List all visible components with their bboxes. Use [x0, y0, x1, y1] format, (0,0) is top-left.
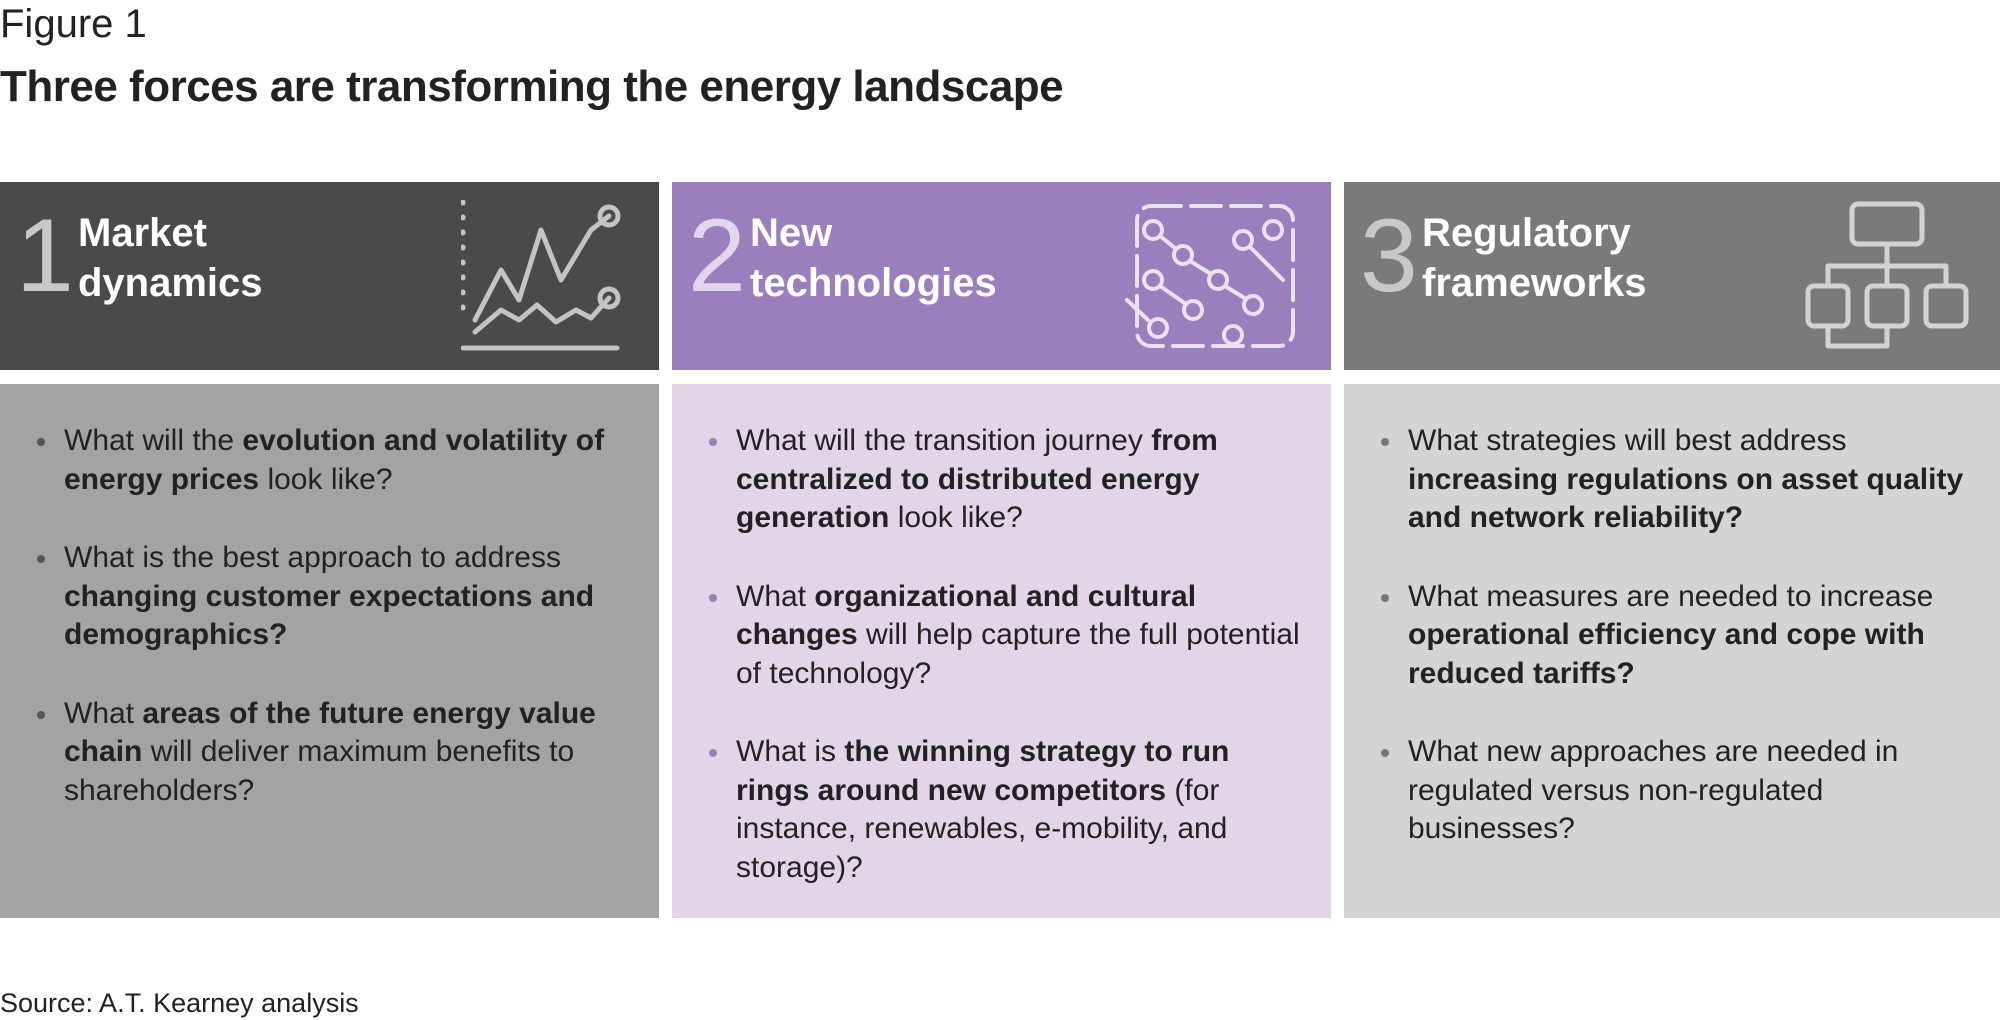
chart-icon	[461, 200, 621, 351]
bullet: What will the transition journey from ce…	[709, 422, 1301, 538]
text: What is	[736, 735, 845, 768]
bullet: What strategies will best address increa…	[1381, 422, 1970, 538]
column-heading: Regulatory frameworks	[1422, 211, 1647, 305]
column-body: What will the evolution and volatility o…	[0, 384, 659, 918]
text: (for instance, renewables, e-mobility, a…	[736, 773, 1228, 884]
column-body: What will the transition journey from ce…	[672, 384, 1331, 918]
column-header: 2 New technologies	[672, 182, 1331, 370]
bullet: What measures are needed to increase ope…	[1381, 578, 1970, 694]
bullet: What is the best approach to address cha…	[37, 539, 629, 655]
bold-text: evolution and volatility of energy price…	[64, 424, 605, 496]
column-header: 1 Market dynamics	[0, 182, 659, 370]
text: What will the transition journey	[736, 424, 1152, 457]
bold-text: changing customer expectations and demog…	[64, 579, 595, 652]
hierarchy-icon	[1805, 201, 1969, 349]
bullet: What new approaches are needed in regula…	[1381, 733, 1970, 849]
column-heading: Market dynamics	[78, 211, 263, 305]
text: What is the best approach to address	[64, 541, 561, 574]
column-heading: New technologies	[750, 211, 997, 305]
bold-text: from centralized to distributed energy g…	[736, 424, 1218, 534]
bold-text: organizational and cultural changes	[736, 579, 1197, 652]
circuit-icon	[1125, 204, 1295, 348]
column-number: 3	[1360, 198, 1418, 314]
column-header: 3 Regulatory frameworks	[1344, 182, 2000, 370]
bold-text: increasing regulations on asset quality …	[1408, 462, 1964, 535]
bullet: What is the winning strategy to run ring…	[709, 733, 1301, 887]
bullet: What organizational and cultural changes…	[709, 578, 1301, 694]
text: look like?	[259, 462, 393, 496]
column-number: 2	[688, 198, 746, 314]
column-body: What strategies will best address increa…	[1344, 384, 2000, 918]
figure-label: Figure 1	[0, 2, 147, 46]
bold-text: the winning strategy to run rings around…	[736, 735, 1230, 807]
text: What will the	[64, 424, 243, 457]
column-number: 1	[16, 198, 74, 314]
source-note: Source: A.T. Kearney analysis	[0, 988, 359, 1018]
text: will deliver maximum benefits to shareho…	[64, 735, 575, 807]
title: Three forces are transforming the energy…	[0, 62, 1064, 111]
text: What	[64, 696, 143, 730]
bullet: What areas of the future energy value ch…	[37, 695, 629, 811]
bold-text: areas of the future energy value chain	[64, 696, 596, 769]
bold-text: operational efficiency and cope with red…	[1408, 618, 1925, 690]
text: look like?	[889, 501, 1023, 534]
text: will help capture the full potential of …	[736, 618, 1300, 690]
text: What	[736, 579, 815, 613]
text: What new approaches are needed in regula…	[1408, 735, 1899, 845]
text: What strategies will best address	[1408, 424, 1847, 457]
bullet: What will the evolution and volatility o…	[37, 422, 629, 499]
text: What measures are needed to increase	[1408, 579, 1934, 613]
